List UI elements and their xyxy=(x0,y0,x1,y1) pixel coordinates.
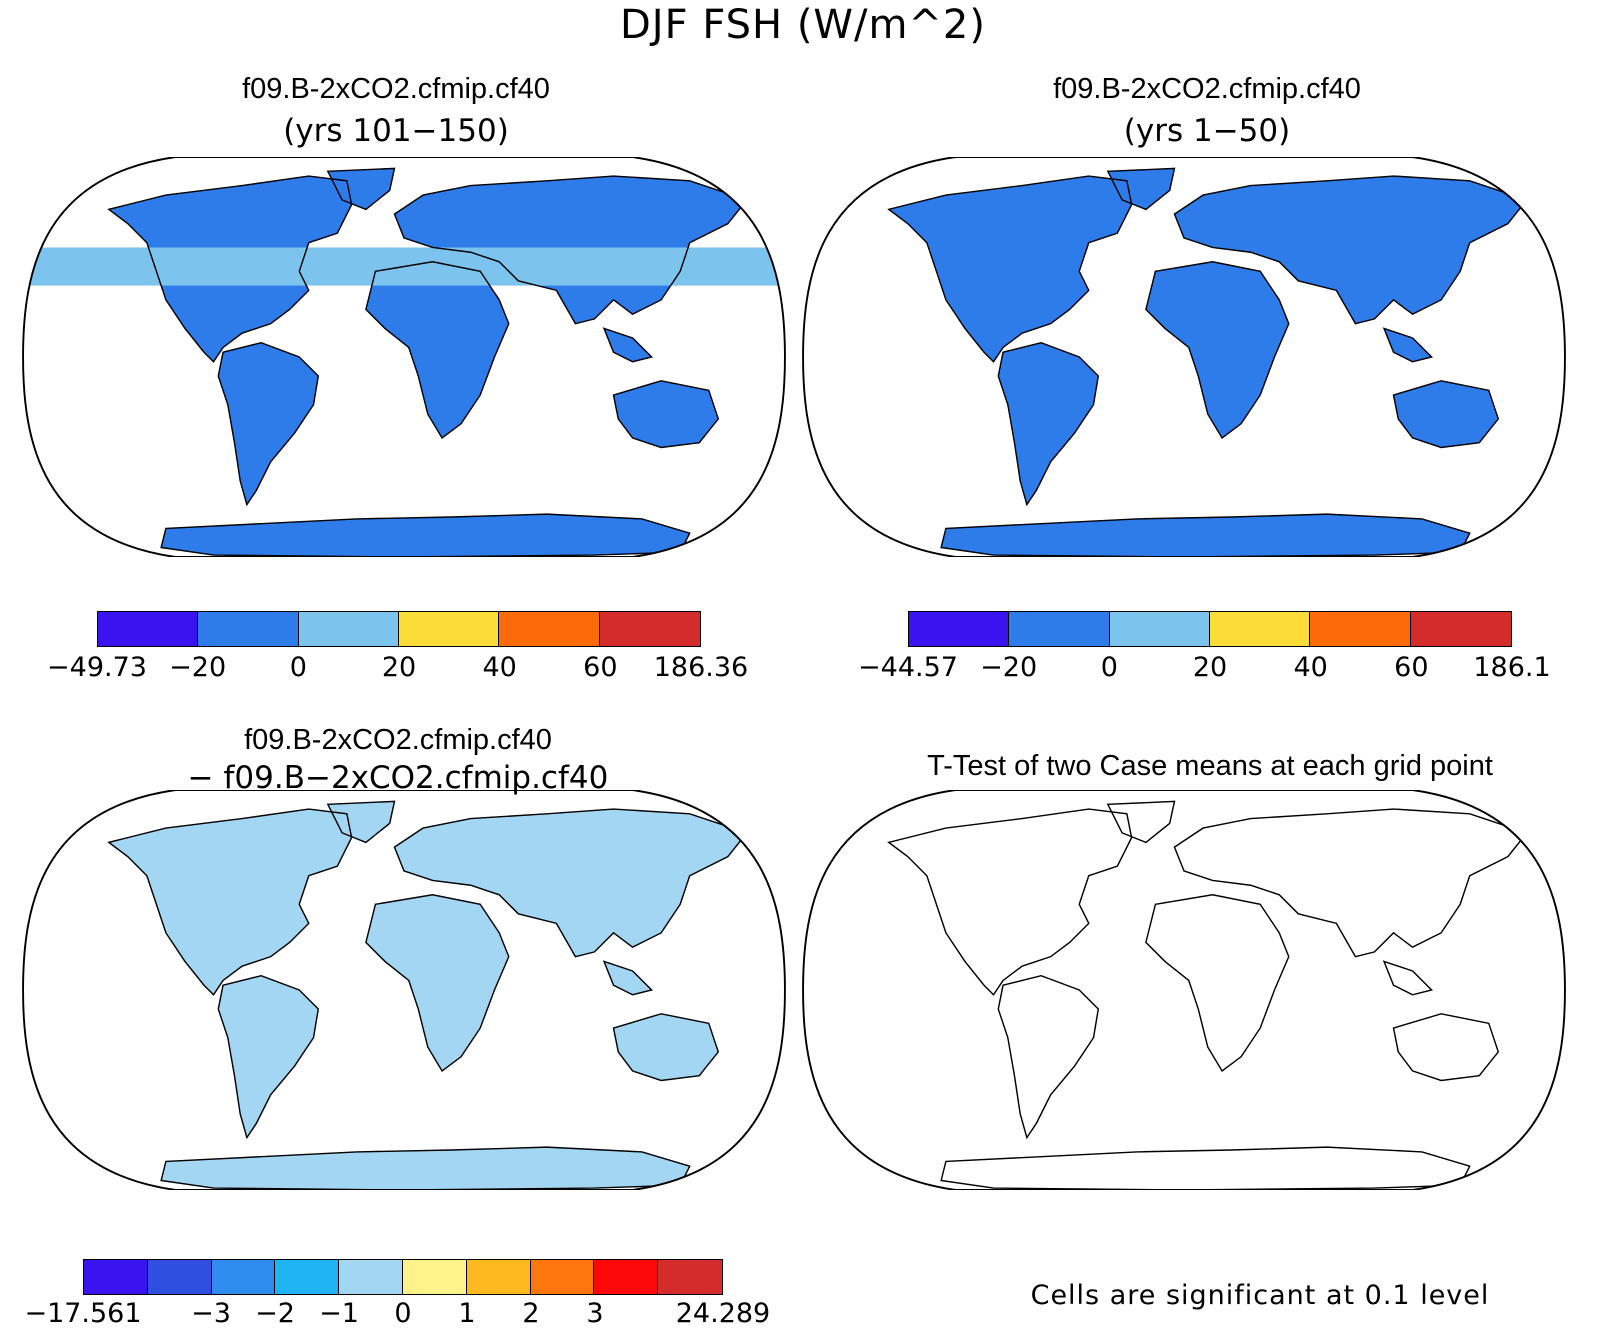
panel2-title: f09.B-2xCO2.cfmip.cf40 xyxy=(1053,73,1361,105)
cb1-swatch xyxy=(298,612,399,646)
cb3-tick-label: 24.289 xyxy=(675,1298,771,1329)
panel4-map xyxy=(802,790,1566,1190)
cb1-swatch xyxy=(398,612,500,646)
cb1-swatch xyxy=(599,612,700,646)
cb3-tick-label: −1 xyxy=(319,1298,359,1329)
cb3-swatch xyxy=(594,1260,659,1294)
cb3-tick-label: −17.561 xyxy=(24,1298,142,1329)
cb3-swatch xyxy=(275,1260,340,1294)
cb3-tick-label: −2 xyxy=(255,1298,295,1329)
cb2-tick-label: −44.57 xyxy=(858,652,958,683)
panel3-map xyxy=(22,790,786,1190)
cb1-tick-label: −20 xyxy=(169,652,227,683)
cb3-tick-label: 2 xyxy=(522,1298,540,1329)
figure-title: DJF FSH (W/m^2) xyxy=(620,2,986,48)
cb3-swatch xyxy=(402,1260,467,1294)
cb2-swatch xyxy=(1410,612,1511,646)
colorbar-panel2-ticks: −44.57 −20 0 20 40 60 186.1 xyxy=(858,652,1551,686)
cb2-tick-label: 0 xyxy=(1100,652,1118,683)
cb2-swatch xyxy=(909,612,1010,646)
cb3-tick-label: 0 xyxy=(394,1298,412,1329)
panel1-subtitle: (yrs 101−150) xyxy=(283,113,509,149)
significance-note: Cells are significant at 0.1 level xyxy=(1030,1280,1490,1311)
panel4-title: T-Test of two Case means at each grid po… xyxy=(927,750,1493,782)
colorbar-panel1-ticks: −49.73 −20 0 20 40 60 186.36 xyxy=(47,652,748,686)
cb2-tick-label: 60 xyxy=(1394,652,1429,683)
cb2-swatch xyxy=(1009,612,1110,646)
cb2-tick-label: 20 xyxy=(1192,652,1228,683)
cb1-tick-label: 20 xyxy=(381,652,417,683)
cb3-swatch xyxy=(211,1260,276,1294)
cb1-tick-label: −49.73 xyxy=(47,652,147,683)
cb1-tick-label: 60 xyxy=(583,652,618,683)
cb1-tick-label: 186.36 xyxy=(653,652,749,683)
panel2-map xyxy=(802,157,1566,557)
colorbar-panel3 xyxy=(83,1259,723,1295)
cb2-tick-label: 186.1 xyxy=(1473,652,1551,683)
cb3-swatch xyxy=(466,1260,531,1294)
colorbar-panel3-ticks: −17.561 −3 −2 −1 0 1 2 3 24.289 xyxy=(24,1298,770,1329)
cb3-swatch xyxy=(658,1260,722,1294)
cb2-tick-label: −20 xyxy=(980,652,1038,683)
panel1-map xyxy=(22,157,786,557)
cb1-swatch xyxy=(198,612,299,646)
panel3-title: f09.B-2xCO2.cfmip.cf40 xyxy=(244,724,552,756)
panel1-title: f09.B-2xCO2.cfmip.cf40 xyxy=(242,73,550,105)
cb3-swatch xyxy=(530,1260,595,1294)
cb2-swatch xyxy=(1209,612,1311,646)
cb2-tick-label: 40 xyxy=(1293,652,1328,683)
cb1-swatch xyxy=(499,612,600,646)
cb3-tick-label: −3 xyxy=(191,1298,231,1329)
cb3-tick-label: 3 xyxy=(586,1298,604,1329)
colorbar-panel1 xyxy=(97,611,701,647)
cb2-swatch xyxy=(1109,612,1210,646)
cb3-swatch xyxy=(147,1260,212,1294)
cb1-swatch xyxy=(98,612,199,646)
cb3-swatch xyxy=(339,1260,403,1294)
colorbar-panel2 xyxy=(908,611,1512,647)
panel2-subtitle: (yrs 1−50) xyxy=(1123,113,1291,149)
cb3-tick-label: 1 xyxy=(458,1298,476,1329)
cb3-swatch xyxy=(84,1260,148,1294)
cb1-tick-label: 40 xyxy=(482,652,517,683)
cb1-tick-label: 0 xyxy=(289,652,307,683)
cb2-swatch xyxy=(1310,612,1411,646)
